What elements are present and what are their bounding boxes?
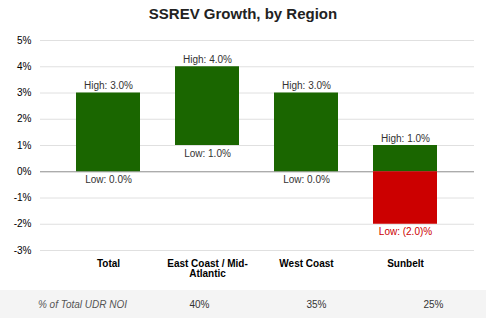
svg-text:Sunbelt: Sunbelt bbox=[387, 258, 424, 269]
svg-text:3%: 3% bbox=[17, 87, 32, 98]
html-text:SSREV Growth, by Region: SSREV Growth, by Region bbox=[148, 5, 338, 22]
svg-text:High: 1.0%: High: 1.0% bbox=[381, 133, 430, 144]
svg-text:% of Total UDR NOI: % of Total UDR NOI bbox=[38, 299, 127, 310]
svg-text:Low: 0.0%: Low: 0.0% bbox=[85, 174, 132, 185]
svg-text:High: 4.0%: High: 4.0% bbox=[183, 54, 232, 65]
svg-text:Low: 1.0%: Low: 1.0% bbox=[184, 148, 231, 159]
svg-text:40%: 40% bbox=[189, 299, 209, 310]
svg-text:Total: Total bbox=[97, 258, 120, 269]
svg-text:Low: 0.0%: Low: 0.0% bbox=[283, 174, 330, 185]
svg-text:1%: 1% bbox=[17, 140, 32, 151]
svg-text:0%: 0% bbox=[17, 166, 32, 177]
svg-text:4%: 4% bbox=[17, 61, 32, 72]
svg-text:-3%: -3% bbox=[14, 245, 32, 256]
svg-text:High: 3.0%: High: 3.0% bbox=[282, 80, 331, 91]
svg-text:-1%: -1% bbox=[14, 192, 32, 203]
svg-text:West Coast: West Coast bbox=[279, 258, 334, 269]
svg-text:High: 3.0%: High: 3.0% bbox=[84, 80, 133, 91]
svg-text:35%: 35% bbox=[306, 299, 326, 310]
svg-text:East Coast / Mid-Atlantic: East Coast / Mid-Atlantic bbox=[167, 258, 248, 279]
svg-text:Low: (2.0)%: Low: (2.0)% bbox=[379, 226, 432, 237]
svg-text:5%: 5% bbox=[17, 35, 32, 46]
svg-text:25%: 25% bbox=[423, 299, 443, 310]
svg-text:2%: 2% bbox=[17, 113, 32, 124]
svg-text:-2%: -2% bbox=[14, 218, 32, 229]
